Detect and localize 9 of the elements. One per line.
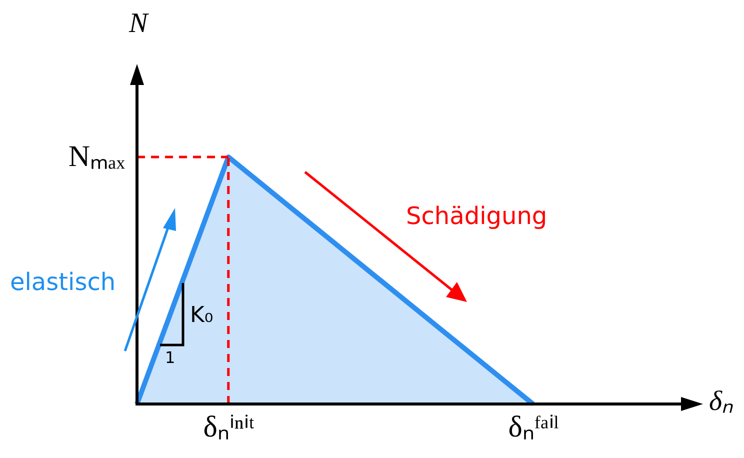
x-axis-title: δₙ (709, 386, 734, 417)
x-tick-label: δₙᶠᵃⁱˡ (508, 410, 559, 444)
annotation: 1 (165, 348, 176, 367)
text: elastisch (10, 268, 116, 296)
x-tick-label: δₙⁱⁿⁱᵗ (203, 410, 255, 444)
ref-line-label: Nₘₐₓ (68, 140, 126, 173)
annotation: Schädigung (406, 202, 548, 230)
annotation: K₀ (190, 303, 214, 328)
y-axis-title: N (129, 8, 148, 39)
